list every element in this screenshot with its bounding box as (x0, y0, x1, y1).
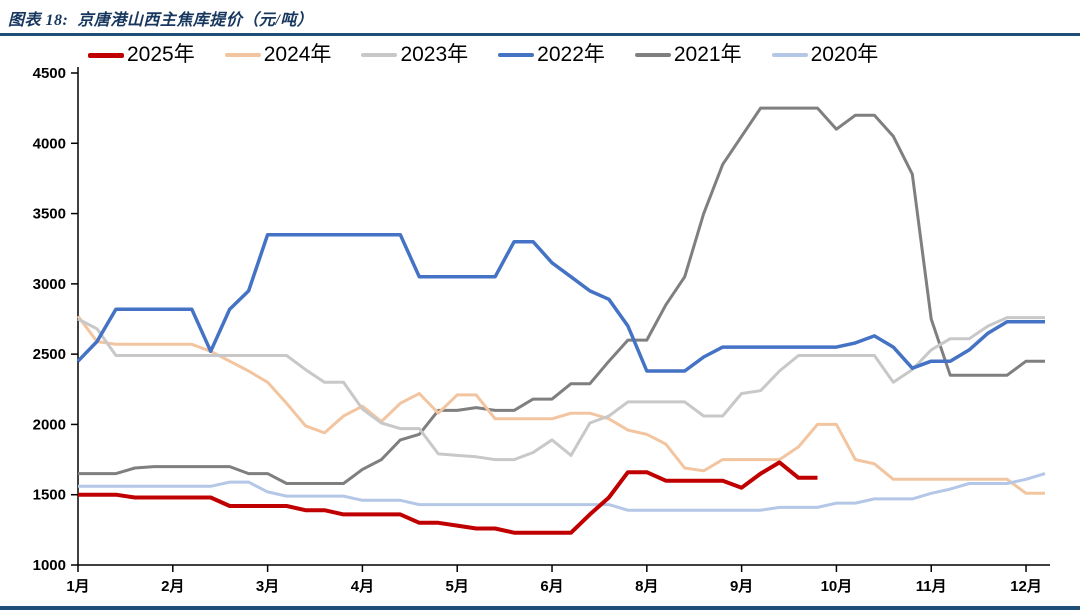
legend-swatch-2025年 (88, 52, 124, 58)
series-line-2025年 (78, 460, 818, 535)
legend-item-2022年: 2022年 (498, 42, 605, 68)
series-line-2022年 (76, 232, 1045, 373)
x-tick-label: 1月 (66, 578, 89, 595)
y-tick-label: 2000 (33, 416, 66, 433)
legend-swatch-2022年 (498, 53, 535, 57)
y-tick-label: 2500 (33, 346, 66, 363)
legend-label: 2020年 (810, 43, 879, 66)
x-tick-label: 9月 (730, 578, 753, 595)
y-tick-label: 3000 (33, 276, 66, 293)
legend-swatch-2023年 (361, 53, 398, 57)
x-tick-label: 8月 (635, 578, 658, 595)
x-tick-label: 6月 (540, 578, 563, 595)
x-tick-label: 11月 (916, 578, 947, 595)
legend-swatch-2020年 (771, 53, 808, 57)
chart-legend: 2025年 2024年 2023年 2022年 2021年 2020年 (88, 42, 878, 68)
series-line-2021年 (78, 106, 1045, 485)
x-tick-label: 4月 (351, 578, 374, 595)
y-tick-label: 4500 (33, 65, 66, 82)
legend-label: 2024年 (263, 43, 332, 66)
legend-label: 2022年 (537, 43, 605, 66)
x-tick-label: 12月 (1010, 578, 1042, 595)
x-tick-label: 2月 (161, 578, 184, 595)
y-tick-label: 1000 (33, 557, 66, 574)
bottom-divider-rule (0, 606, 1080, 610)
legend-item-2021年: 2021年 (634, 42, 742, 68)
x-tick-label: 10月 (821, 578, 853, 595)
y-tick-label: 3500 (33, 206, 66, 223)
legend-swatch-2024年 (224, 53, 261, 57)
title-divider-rule (0, 33, 1080, 36)
legend-label: 2021年 (673, 43, 742, 66)
y-tick-label: 4000 (33, 135, 66, 152)
legend-item-2020年: 2020年 (771, 42, 879, 68)
legend-label: 2025年 (127, 43, 195, 66)
series-line-2023年 (77, 316, 1045, 462)
y-tick-label: 1500 (33, 487, 66, 504)
series-line-2024年 (76, 315, 1045, 495)
legend-item-2023年: 2023年 (361, 42, 468, 68)
chart-title: 图表 18: 京唐港山西主焦库提价（元/吨） (8, 12, 314, 29)
legend-label: 2023年 (400, 43, 469, 66)
legend-swatch-2021年 (634, 53, 671, 57)
legend-item-2024年: 2024年 (224, 42, 332, 68)
x-tick-label: 5月 (446, 578, 469, 595)
series-line-2020年 (78, 472, 1046, 512)
x-tick-label: 3月 (256, 578, 279, 595)
legend-item-2025年: 2025年 (88, 42, 195, 68)
